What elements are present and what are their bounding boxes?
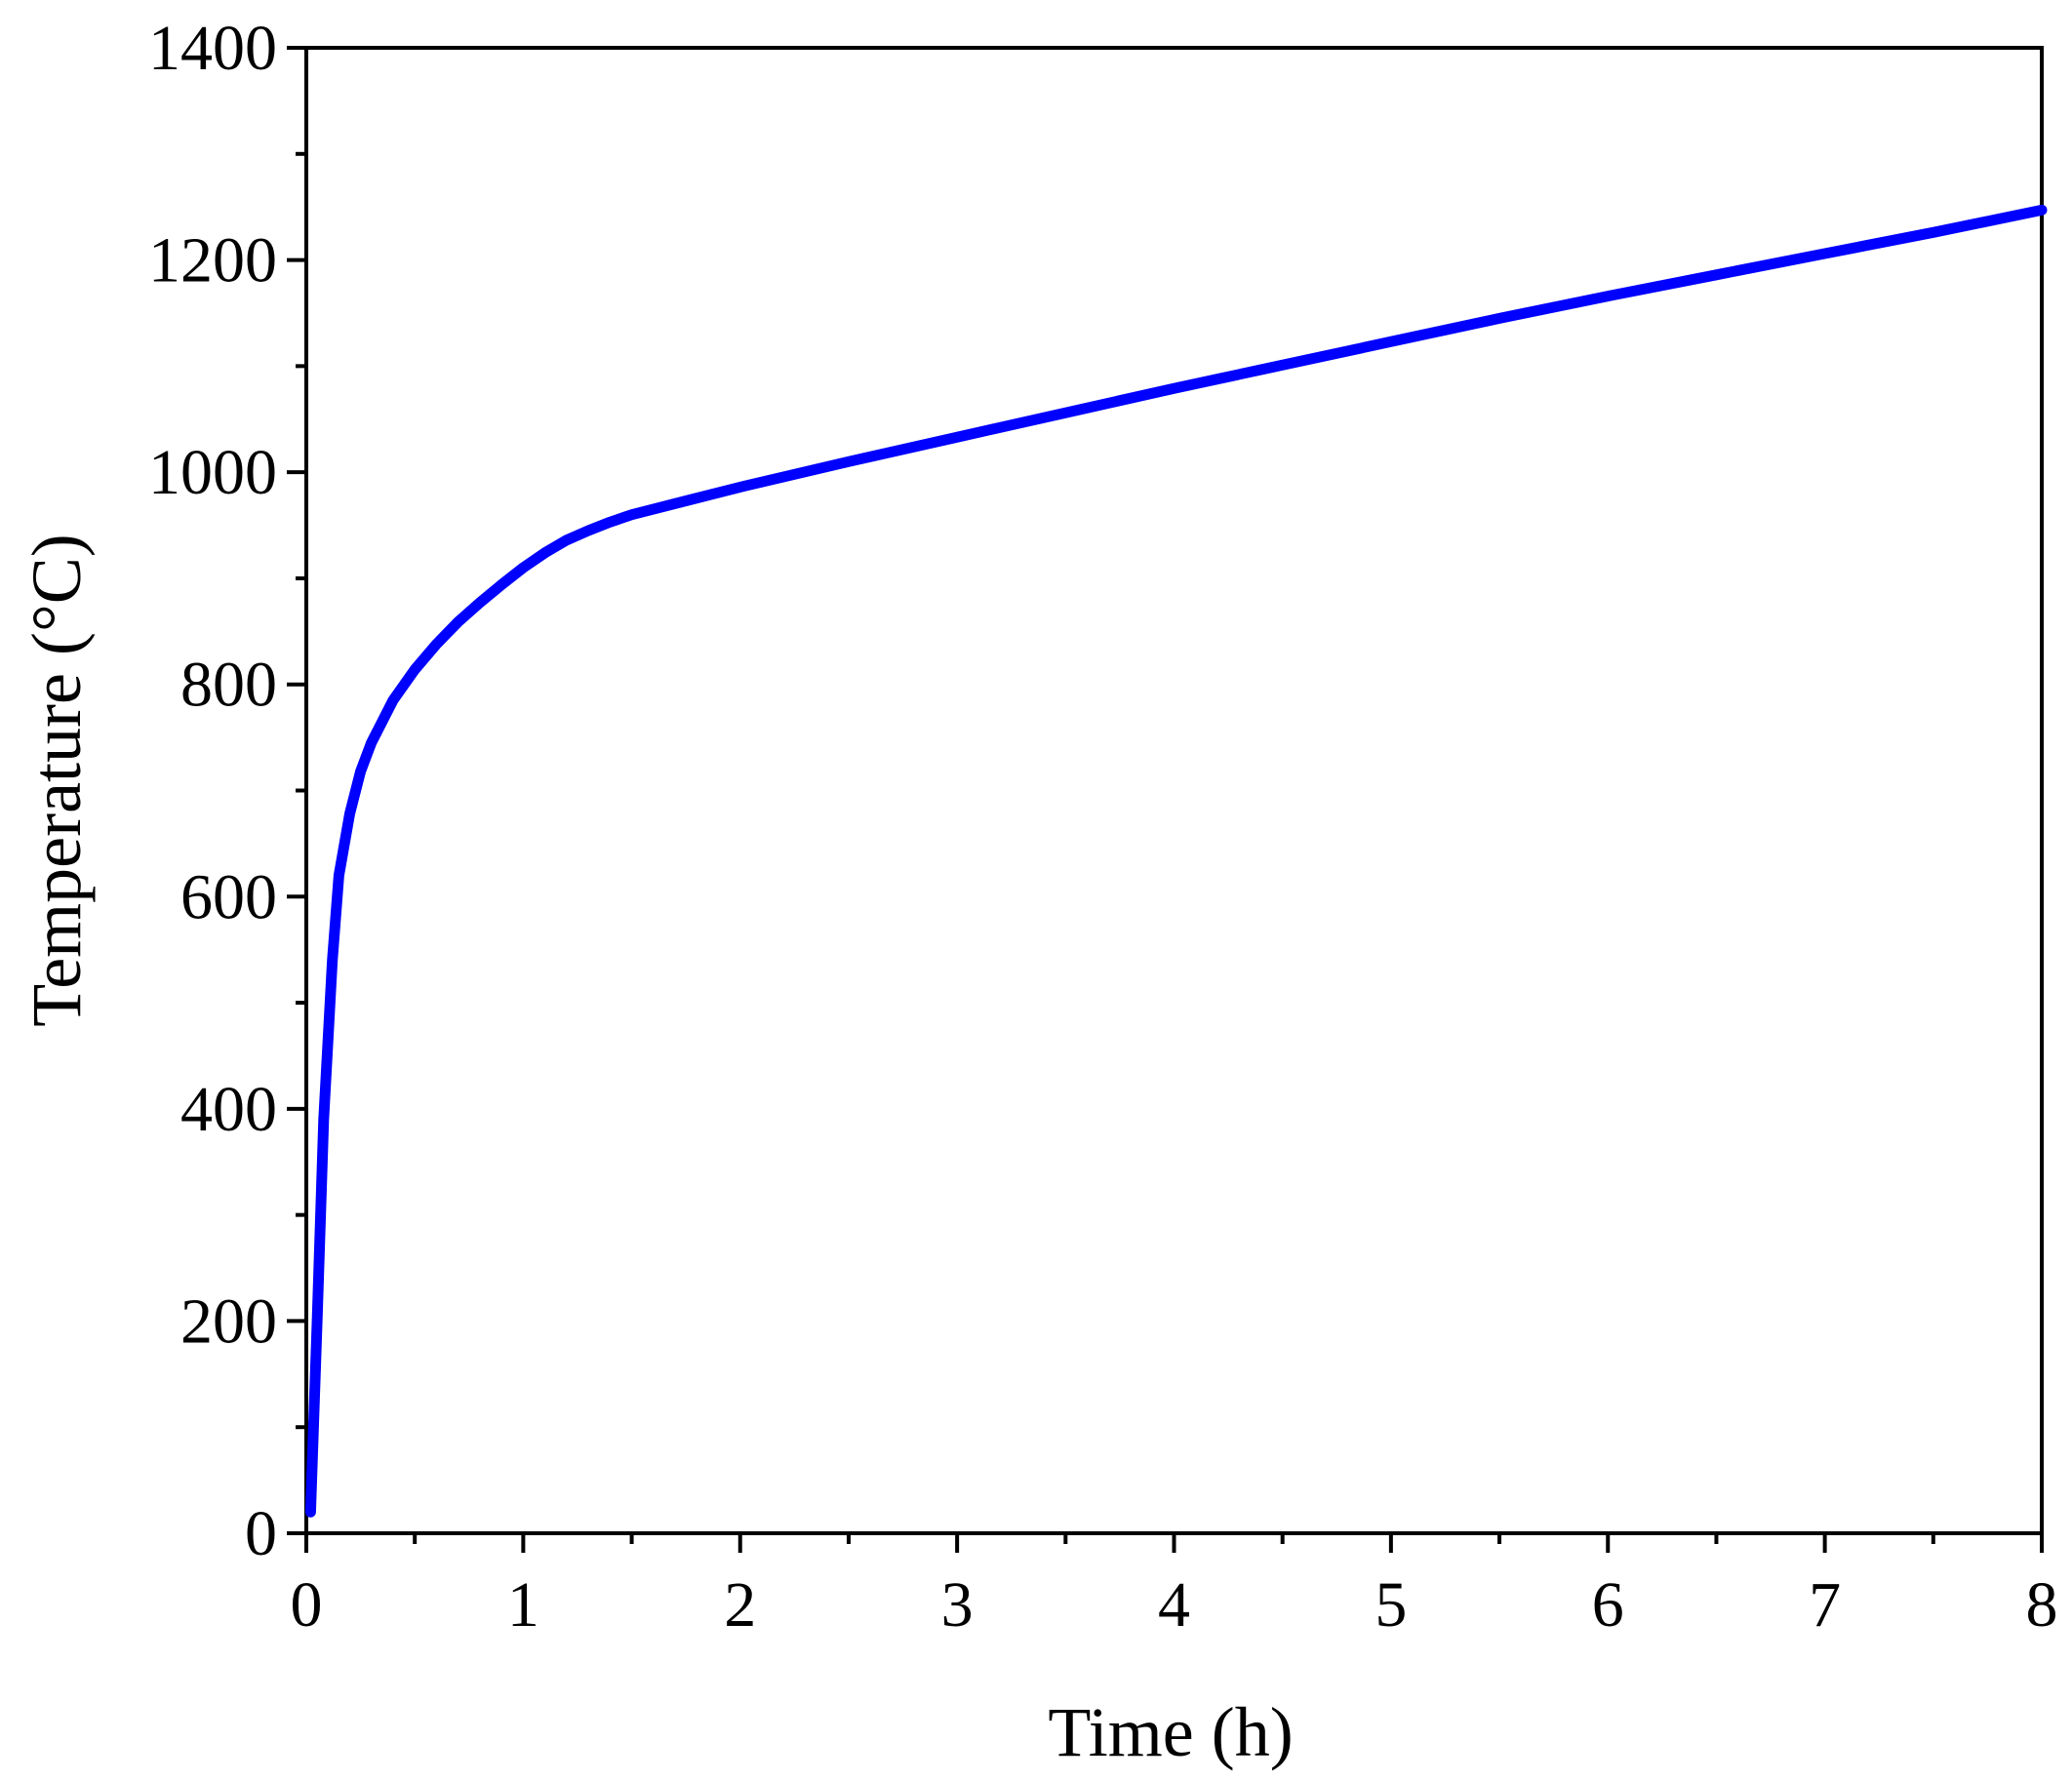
plot-frame (304, 46, 2044, 1535)
x-tick-label: 1 (507, 1569, 539, 1641)
y-axis-ticks: 0 200 400 600 800 1000 1200 1400 (148, 13, 306, 1569)
x-tick-label: 7 (1809, 1569, 1841, 1641)
x-axis-title: Time (h) (1048, 1693, 1293, 1771)
y-tick-label: 1400 (148, 13, 277, 84)
x-axis-ticks: 0 1 2 3 4 5 6 7 8 (291, 1533, 2058, 1641)
plot-area (304, 46, 2044, 1535)
y-tick-label: 0 (245, 1498, 277, 1569)
y-tick-label: 400 (180, 1074, 277, 1145)
x-tick-label: 6 (1592, 1569, 1624, 1641)
y-tick-label: 600 (180, 861, 277, 932)
y-tick-label: 1000 (148, 437, 277, 508)
x-tick-label: 3 (941, 1569, 974, 1641)
temperature-series-line (304, 204, 2048, 1518)
x-tick-label: 2 (724, 1569, 756, 1641)
y-tick-label: 1200 (148, 225, 277, 297)
series-layer (304, 204, 2048, 1518)
y-axis-title: Temperature (°C) (18, 534, 96, 1027)
x-tick-label: 8 (2026, 1569, 2058, 1641)
x-tick-label: 5 (1375, 1569, 1407, 1641)
x-tick-label: 0 (291, 1569, 323, 1641)
y-tick-label: 200 (180, 1286, 277, 1357)
y-tick-label: 800 (180, 650, 277, 721)
x-tick-label: 4 (1158, 1569, 1190, 1641)
